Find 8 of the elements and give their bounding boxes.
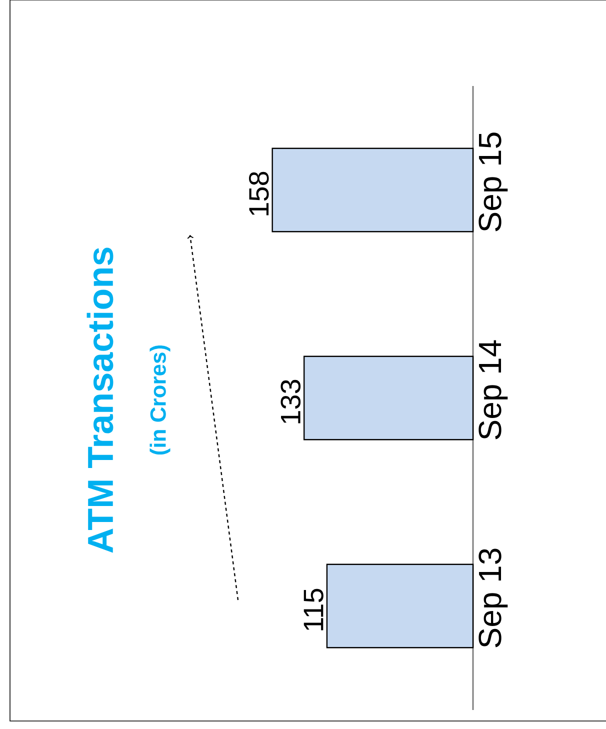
y-tick-label: Sep 15 bbox=[478, 132, 508, 232]
y-tick-label: Sep 14 bbox=[478, 340, 508, 440]
data-label: 133 bbox=[280, 380, 301, 424]
text: (in Crores) bbox=[150, 346, 170, 455]
y-tick-label: Sep 13 bbox=[478, 548, 508, 648]
text: ATM Transactions bbox=[86, 248, 114, 553]
data-label: 158 bbox=[248, 172, 269, 216]
data-label: 115 bbox=[304, 588, 324, 630]
